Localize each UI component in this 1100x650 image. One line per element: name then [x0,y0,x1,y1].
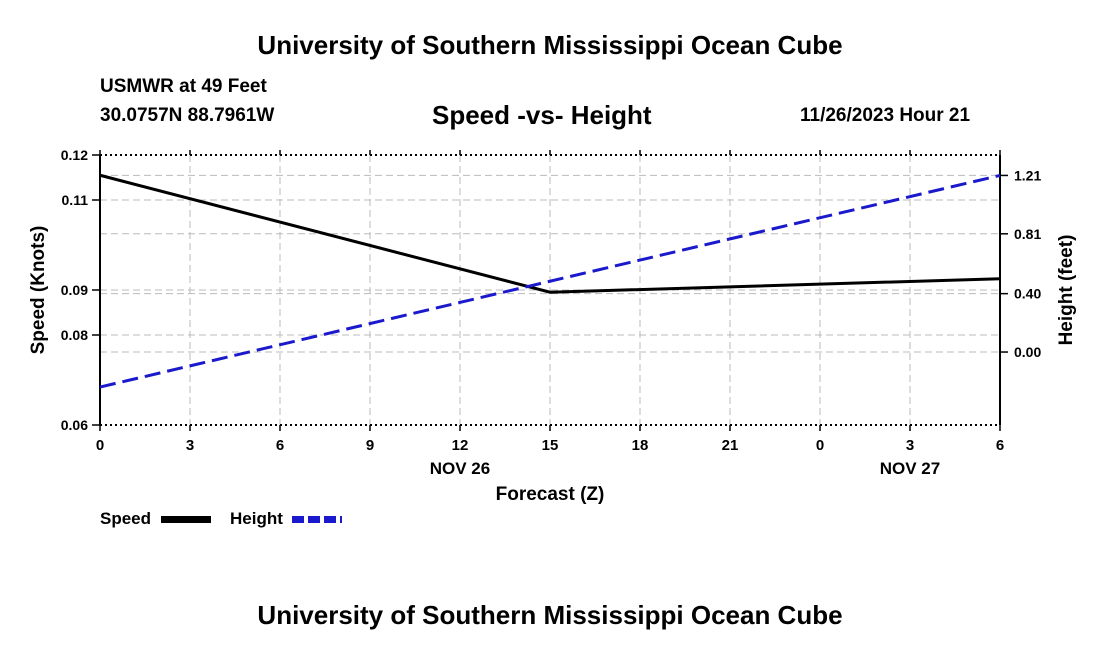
x-tick-label: 6 [276,437,284,454]
x-tick-label: 3 [906,437,914,454]
legend-height-label: Height [230,509,283,528]
x-tick-label: 21 [722,437,739,454]
x-tick-label: 15 [542,437,559,454]
x-tick-label: 6 [996,437,1004,454]
y-tick-label: 0.06 [61,417,88,433]
legend-height-swatch [292,516,342,523]
chart-title: Speed -vs- Height [432,100,652,130]
y2-axis-title: Height (feet) [1056,235,1077,346]
x-axis-title: Forecast (Z) [496,484,605,505]
x-date-label: NOV 26 [430,459,490,478]
legend-speed-swatch [161,516,211,523]
x-tick-label: 3 [186,437,194,454]
y-axis-title: Speed (Knots) [28,226,49,355]
station-label: USMWR at 49 Feet [100,76,267,97]
y-tick-label: 0.08 [61,327,88,343]
y-tick-label: 0.12 [61,147,88,163]
x-tick-label: 18 [632,437,649,454]
x-tick-label: 12 [452,437,469,454]
x-tick-label: 0 [96,437,104,454]
series-line-height [99,173,1001,389]
footer-title: University of Southern Mississippi Ocean… [257,600,843,630]
page-title: University of Southern Mississippi Ocean… [257,30,843,60]
series-line-speed [99,173,1001,294]
y-tick-label: 0.11 [62,192,89,208]
legend-speed-label: Speed [100,509,152,528]
x-tick-label: 0 [816,437,824,454]
y2-tick-label: 1.21 [1014,167,1041,183]
x-date-label: NOV 27 [880,459,940,478]
y-tick-label: 0.09 [61,282,88,298]
y2-tick-label: 0.81 [1014,226,1041,242]
forecast-datetime: 11/26/2023 Hour 21 [800,105,971,126]
y2-tick-label: 0.40 [1014,286,1041,302]
station-coordinates: 30.0757N 88.7961W [100,105,275,126]
y2-tick-label: 0.00 [1014,344,1041,360]
x-tick-label: 9 [366,437,374,454]
